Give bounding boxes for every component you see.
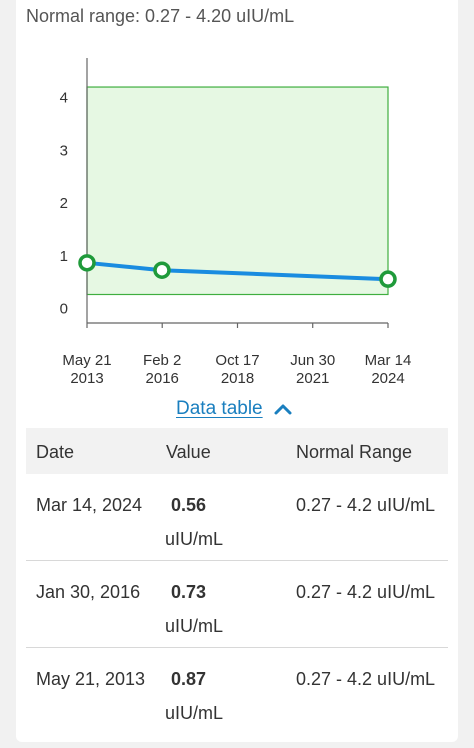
y-tick-label: 3	[60, 142, 68, 159]
row-value: 0.87	[171, 669, 207, 689]
column-header-normal-range: Normal Range	[296, 442, 413, 462]
table-row: Mar 14, 2024 0.56 uIU/mL 0.27 - 4.2 uIU/…	[26, 474, 448, 561]
normal-range-band	[86, 86, 389, 296]
row-unit: uIU/mL	[165, 703, 224, 723]
x-tick-label: May 21	[62, 352, 111, 369]
row-normal-range: 0.27 - 4.2 uIU/mL	[296, 495, 436, 515]
normal-range-text: Normal range: 0.27 - 4.20 uIU/mL	[26, 6, 295, 26]
row-unit: uIU/mL	[165, 529, 224, 549]
x-tick-label: 2016	[146, 370, 179, 387]
row-value: 0.73	[171, 582, 207, 602]
column-header-value: Value	[166, 442, 211, 462]
row-value: 0.56	[171, 495, 207, 515]
data-point	[379, 270, 397, 288]
x-tick-label: 2018	[221, 370, 254, 387]
y-tick-label: 2	[60, 195, 68, 212]
x-tick-label: Mar 14	[365, 352, 412, 369]
x-tick-label: 2013	[70, 370, 103, 387]
x-tick-label: Feb 2	[143, 352, 181, 369]
x-tick-label: 2021	[296, 370, 329, 387]
row-normal-range: 0.27 - 4.2 uIU/mL	[296, 669, 436, 689]
y-tick-label: 1	[60, 248, 68, 265]
y-tick-label: 4	[60, 90, 68, 107]
data-table: Date Value Normal Range Mar 14, 2024 0.5…	[26, 428, 448, 734]
data-point	[78, 254, 96, 272]
table-row: Jan 30, 2016 0.73 uIU/mL 0.27 - 4.2 uIU/…	[26, 561, 448, 648]
row-date: Jan 30, 2016	[36, 582, 141, 602]
chevron-up-icon[interactable]	[273, 402, 293, 416]
data-point	[153, 261, 171, 279]
x-tick-label: Oct 17	[215, 352, 259, 369]
row-normal-range: 0.27 - 4.2 uIU/mL	[296, 582, 436, 602]
row-date: May 21, 2013	[36, 669, 146, 689]
y-tick-label: 0	[60, 301, 68, 318]
row-unit: uIU/mL	[165, 616, 224, 636]
x-tick-label: Jun 30	[290, 352, 335, 369]
column-header-date: Date	[36, 442, 75, 462]
row-date: Mar 14, 2024	[36, 495, 143, 515]
data-table-link[interactable]: Data table	[176, 398, 263, 419]
table-row: May 21, 2013 0.87 uIU/mL 0.27 - 4.2 uIU/…	[26, 648, 448, 734]
x-tick-label: 2024	[371, 370, 404, 387]
table-header: Date Value Normal Range	[26, 428, 448, 474]
data-table-toggle[interactable]: Data table	[176, 398, 293, 420]
